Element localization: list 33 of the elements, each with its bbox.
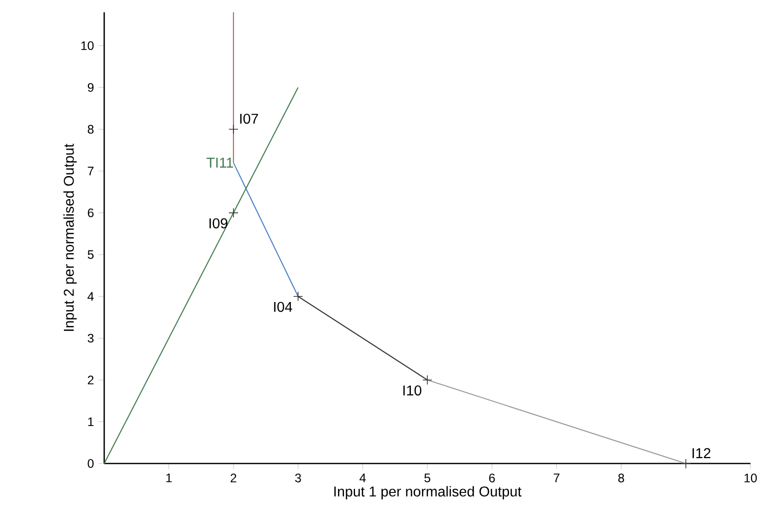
annotation: I07 [240,114,258,124]
y-tick-label: 7 [88,166,94,176]
annotation: I10 [403,386,422,396]
y-tick-label: 8 [88,125,94,134]
point [293,292,304,302]
x-tick-label: 10 [744,474,757,482]
point [228,124,238,134]
y-tick-label: 6 [88,208,94,218]
y-axis-title: Input 2 per normalised Output [63,144,77,331]
y-tick-label: 5 [88,250,94,260]
point [422,375,432,386]
y-tick-label: 0 [88,459,94,468]
y-tick-label: 1 [88,418,94,426]
x-tick-label: 7 [554,474,560,482]
y-tick-label: 3 [88,334,94,343]
annotation: I12 [692,448,710,458]
series-label: TI11 [206,158,234,168]
x-tick-label: 1 [166,474,172,482]
y-tick-label: 10 [81,41,94,50]
x-tick-label: 2 [230,474,236,482]
point [680,458,691,469]
x-tick-label: 5 [424,474,430,482]
y-tick-label: 9 [88,83,94,92]
x-tick-label: 6 [489,474,495,482]
x-tick-label: 4 [360,474,366,482]
annotation: I04 [274,302,292,312]
point [228,208,238,218]
y-tick-label: 4 [88,292,94,301]
y-tick-label: 2 [88,376,94,384]
x-tick-label: 8 [618,474,624,482]
x-axis-title: Input 1 per normalised Output [334,486,522,500]
x-tick-label: 3 [295,474,301,482]
annotation: I09 [210,218,228,228]
